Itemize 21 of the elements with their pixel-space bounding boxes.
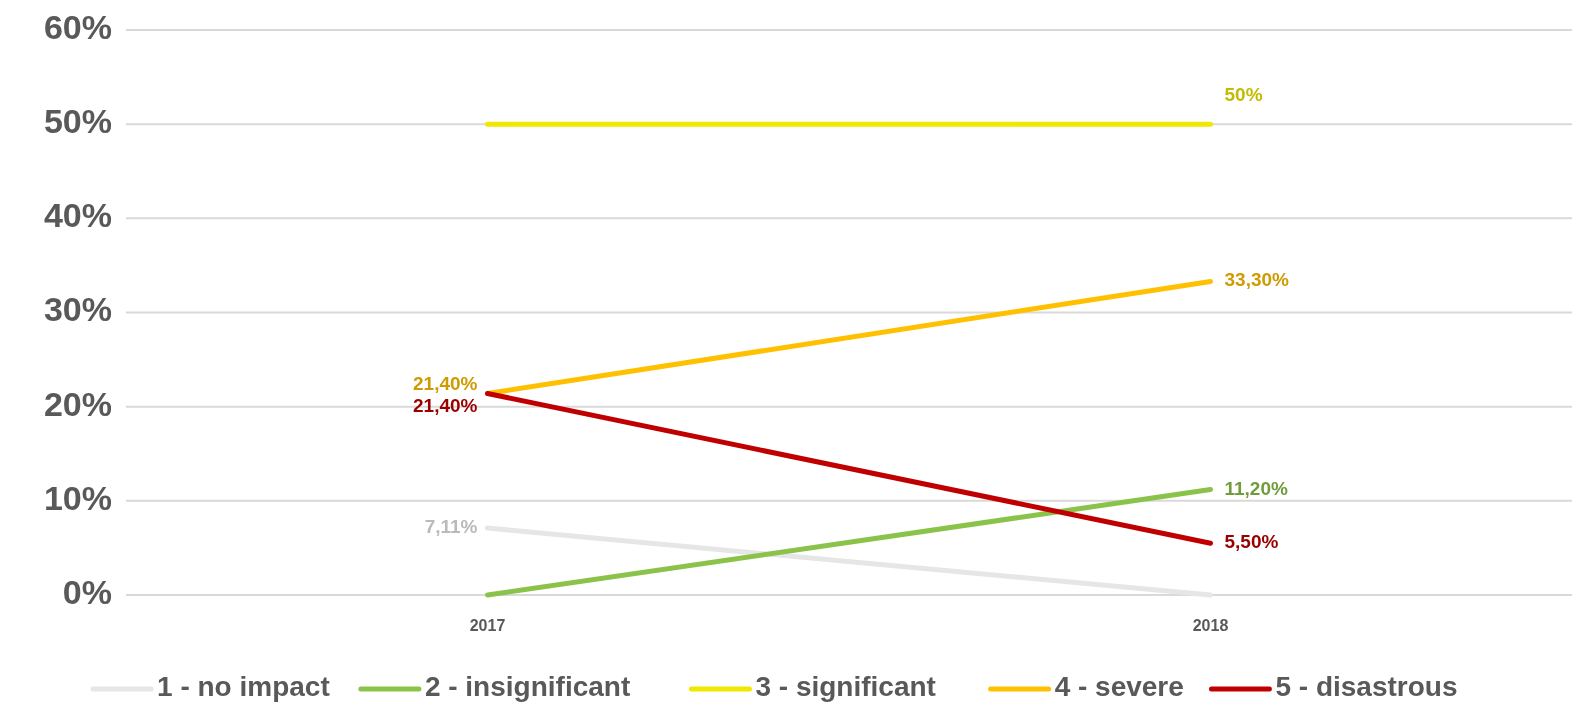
data-label: 7,11% <box>424 516 478 538</box>
data-label: 50% <box>1224 84 1263 106</box>
data-label: 33,30% <box>1224 269 1290 291</box>
y-tick-label: 20% <box>43 384 112 423</box>
data-label: 21,40% <box>413 373 478 395</box>
y-tick-label: 30% <box>43 290 112 329</box>
legend-label: 2 - insignificant <box>424 671 631 703</box>
y-tick-label: 40% <box>43 196 112 235</box>
y-tick-label: 60% <box>43 7 112 46</box>
y-tick-label: 10% <box>43 478 112 517</box>
x-tick-label: 2017 <box>469 617 506 634</box>
x-tick-label: 2018 <box>1192 617 1229 634</box>
legend-label: 1 - no impact <box>157 671 330 703</box>
legend-label: 5 - disastrous <box>1275 671 1458 703</box>
data-label: 5,50% <box>1224 531 1279 553</box>
y-tick-label: 0% <box>62 572 112 611</box>
data-label: 11,20% <box>1224 477 1288 499</box>
legend-label: 4 - severe <box>1054 671 1184 703</box>
y-tick-label: 50% <box>43 102 112 141</box>
data-label: 21,40% <box>413 395 478 417</box>
legend-label: 3 - significant <box>755 671 936 703</box>
